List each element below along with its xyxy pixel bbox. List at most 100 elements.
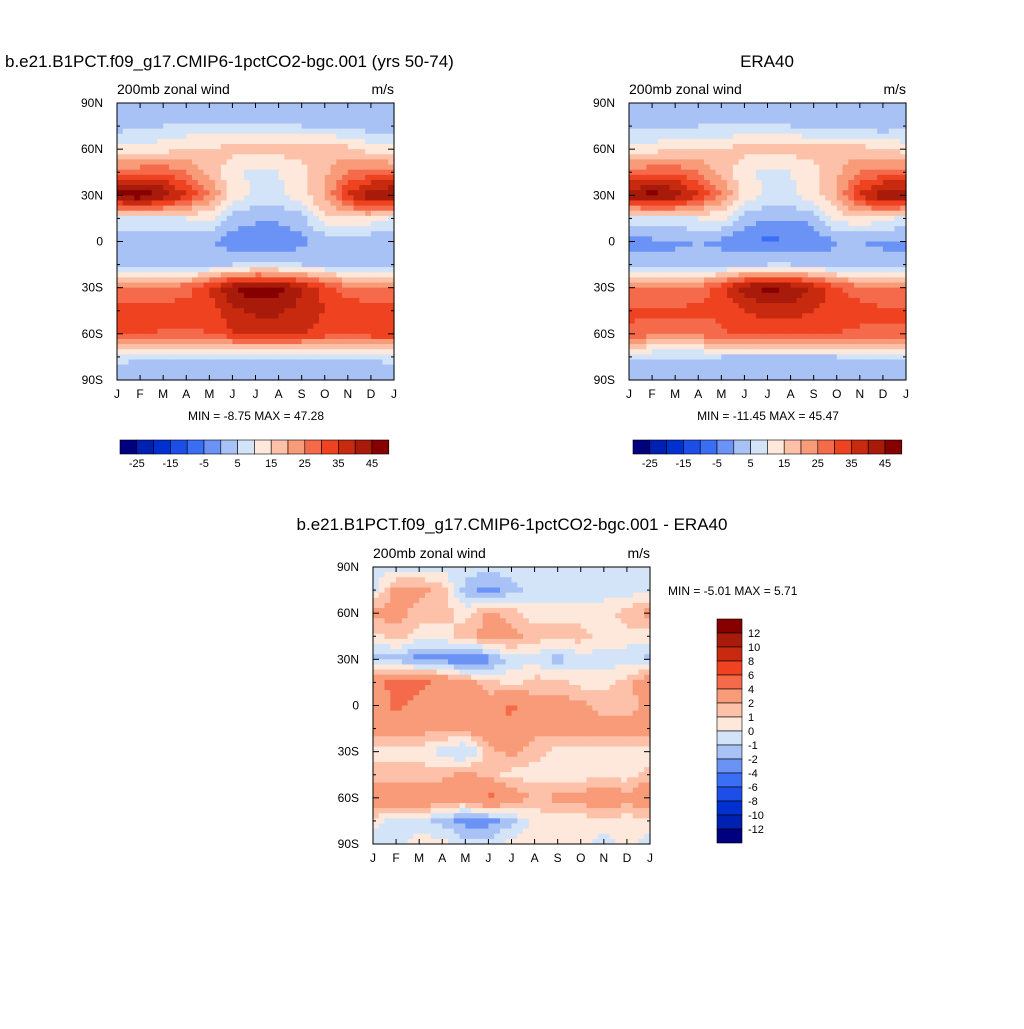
heatmap-cell (163, 288, 169, 294)
heatmap-cell (354, 108, 360, 114)
heatmap-cell (877, 288, 883, 294)
heatmap-cell (180, 344, 186, 350)
heatmap-cell (250, 277, 256, 283)
heatmap-cell (866, 247, 872, 253)
heatmap-cell (227, 159, 233, 165)
heatmap-cell (681, 236, 687, 242)
heatmap-cell (284, 247, 290, 253)
heatmap-cell (232, 231, 238, 237)
heatmap-cell (250, 324, 256, 330)
heatmap-cell (238, 313, 244, 319)
heatmap-cell (669, 236, 675, 242)
heatmap-cell (837, 298, 843, 304)
heatmap-cell (382, 334, 388, 340)
heatmap-cell (365, 365, 371, 371)
heatmap-cell (721, 313, 727, 319)
heatmap-cell (825, 124, 831, 130)
heatmap-cell (814, 247, 820, 253)
heatmap-cell (117, 365, 123, 371)
heatmap-cell (727, 195, 733, 201)
heatmap-cell (698, 144, 704, 150)
heatmap-cell (336, 354, 342, 360)
heatmap-cell (175, 211, 181, 217)
heatmap-cell (825, 134, 831, 140)
heatmap-cell (791, 308, 797, 314)
heatmap-cell (831, 288, 837, 294)
heatmap-cell (117, 257, 123, 263)
heatmap-cell (871, 221, 877, 227)
heatmap-cell (152, 324, 158, 330)
heatmap-cell (331, 308, 337, 314)
heatmap-cell (198, 195, 204, 201)
heatmap-cell (710, 231, 716, 237)
heatmap-cell (710, 313, 716, 319)
heatmap-cell (123, 170, 129, 176)
heatmap-cell (382, 354, 388, 360)
heatmap-cell (256, 370, 262, 376)
heatmap-cell (698, 211, 704, 217)
heatmap-cell (768, 257, 774, 263)
heatmap-cell (819, 329, 825, 335)
heatmap-cell (773, 267, 779, 273)
heatmap-cell (146, 242, 152, 248)
heatmap-cell (377, 324, 383, 330)
heatmap-cell (710, 149, 716, 155)
heatmap-cell (687, 283, 693, 289)
heatmap-cell (664, 288, 670, 294)
heatmap-cell (629, 149, 635, 155)
heatmap-cell (192, 308, 198, 314)
heatmap-cell (894, 272, 900, 278)
heatmap-cell (716, 185, 722, 191)
heatmap-cell (883, 298, 889, 304)
heatmap-cell (773, 298, 779, 304)
heatmap-cell (681, 247, 687, 253)
heatmap-cell (221, 247, 227, 253)
heatmap-cell (791, 108, 797, 114)
heatmap-cell (762, 257, 768, 263)
heatmap-cell (371, 334, 377, 340)
heatmap-cell (739, 175, 745, 181)
heatmap-cell (244, 277, 250, 283)
heatmap-cell (117, 200, 123, 206)
heatmap-cell (716, 339, 722, 345)
heatmap-cell (652, 262, 658, 268)
heatmap-cell (883, 170, 889, 176)
heatmap-cell (186, 118, 192, 124)
heatmap-cell (256, 108, 262, 114)
heatmap-cell (733, 149, 739, 155)
heatmap-cell (232, 277, 238, 283)
heatmap-cell (756, 195, 762, 201)
heatmap-cell (244, 293, 250, 299)
heatmap-cell (652, 247, 658, 253)
heatmap-cell (348, 370, 354, 376)
heatmap-cell (768, 293, 774, 299)
heatmap-cell (279, 288, 285, 294)
heatmap-cell (238, 324, 244, 330)
heatmap-cell (186, 103, 192, 109)
heatmap-cell (192, 313, 198, 319)
heatmap-cell (768, 283, 774, 289)
heatmap-cell (652, 103, 658, 109)
heatmap-cell (377, 231, 383, 237)
heatmap-cell (198, 108, 204, 114)
heatmap-cell (331, 344, 337, 350)
heatmap-cell (802, 272, 808, 278)
heatmap-cell (284, 190, 290, 196)
heatmap-cell (209, 118, 215, 124)
heatmap-cell (848, 308, 854, 314)
heatmap-cell (675, 108, 681, 114)
heatmap-cell (117, 180, 123, 186)
heatmap-cell (377, 129, 383, 135)
heatmap-cell (186, 139, 192, 145)
heatmap-cell (744, 288, 750, 294)
heatmap-cell (284, 113, 290, 119)
heatmap-cell (837, 334, 843, 340)
heatmap-cell (325, 154, 331, 160)
heatmap-cell (365, 313, 371, 319)
heatmap-cell (313, 370, 319, 376)
heatmap-cell (336, 211, 342, 217)
heatmap-cell (377, 318, 383, 324)
heatmap-cell (710, 288, 716, 294)
heatmap-cell (273, 349, 279, 355)
